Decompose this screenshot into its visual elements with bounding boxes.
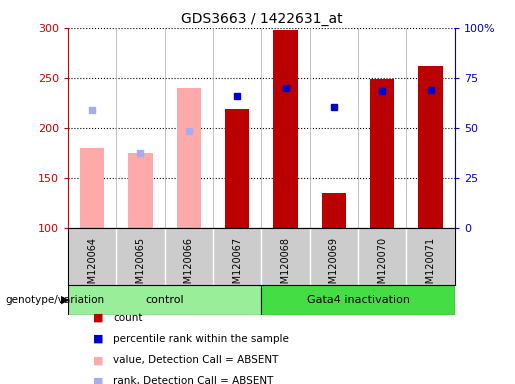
Bar	[177, 88, 201, 228]
Bar	[322, 193, 346, 228]
Bar	[68, 285, 261, 315]
Text: GSM120064: GSM120064	[87, 237, 97, 296]
Text: GSM120070: GSM120070	[377, 237, 387, 296]
Text: control: control	[145, 295, 184, 305]
Text: GSM120071: GSM120071	[425, 237, 436, 296]
Text: count: count	[113, 313, 143, 323]
Bar	[419, 66, 443, 228]
Text: percentile rank within the sample: percentile rank within the sample	[113, 334, 289, 344]
Text: ▶: ▶	[61, 295, 70, 305]
Bar	[128, 153, 152, 228]
Bar	[225, 109, 249, 228]
Text: ■: ■	[93, 334, 103, 344]
Bar	[261, 285, 455, 315]
Bar	[273, 30, 298, 228]
Title: GDS3663 / 1422631_at: GDS3663 / 1422631_at	[181, 12, 342, 26]
Bar	[370, 79, 394, 228]
Text: GSM120069: GSM120069	[329, 237, 339, 296]
Text: ■: ■	[93, 355, 103, 365]
Text: genotype/variation: genotype/variation	[5, 295, 104, 305]
Text: GSM120067: GSM120067	[232, 237, 242, 296]
Bar	[80, 148, 104, 228]
Text: value, Detection Call = ABSENT: value, Detection Call = ABSENT	[113, 355, 279, 365]
Text: ■: ■	[93, 313, 103, 323]
Text: GSM120068: GSM120068	[281, 237, 290, 296]
Text: Gata4 inactivation: Gata4 inactivation	[306, 295, 409, 305]
Text: GSM120066: GSM120066	[184, 237, 194, 296]
Text: rank, Detection Call = ABSENT: rank, Detection Call = ABSENT	[113, 376, 273, 384]
Text: ■: ■	[93, 376, 103, 384]
Text: GSM120065: GSM120065	[135, 237, 146, 296]
